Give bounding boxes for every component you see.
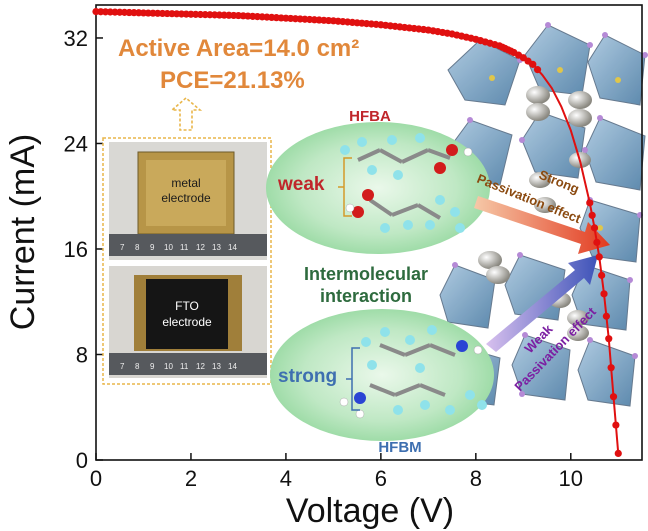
- jv-data-point: [588, 211, 596, 219]
- jv-data-point: [609, 393, 618, 401]
- y-tick-label: 0: [76, 448, 88, 473]
- hfbm-label: HFBM: [378, 439, 421, 456]
- jv-data-point: [533, 66, 542, 74]
- weak-bracket: [338, 157, 352, 217]
- y-tick-label: 32: [64, 26, 88, 51]
- strong-label: strong: [278, 366, 337, 387]
- hfba-label: HFBA: [349, 108, 391, 125]
- svg-text:9: 9: [150, 362, 155, 371]
- svg-text:7: 7: [120, 362, 125, 371]
- svg-text:14: 14: [228, 243, 237, 252]
- svg-text:13: 13: [212, 362, 221, 371]
- hfba-molecule-icon: [340, 133, 473, 233]
- x-tick-label: 4: [280, 466, 292, 491]
- pce-annotation: PCE=21.13%: [160, 67, 305, 94]
- fto-label-line2: electrode: [162, 315, 212, 329]
- svg-text:7: 7: [120, 243, 125, 252]
- jv-data-point: [605, 335, 613, 343]
- jv-data-point: [586, 199, 594, 207]
- strong-bracket: [346, 347, 360, 411]
- svg-text:13: 13: [212, 243, 221, 252]
- y-tick-label: 24: [64, 131, 88, 156]
- svg-text:10: 10: [164, 243, 173, 252]
- jv-data-point: [602, 312, 610, 320]
- ruler-marks: 7 8 9 10 11 12 13 14 7 8 9 10 11 12 13 14: [120, 243, 237, 371]
- hfba-ellipse: [266, 122, 490, 254]
- y-tick-label: 8: [76, 342, 88, 367]
- fto-label-line1: FTO: [175, 299, 199, 313]
- svg-text:12: 12: [196, 243, 205, 252]
- svg-text:11: 11: [180, 243, 189, 252]
- jv-data-point: [614, 449, 622, 458]
- x-tick-label: 8: [470, 466, 482, 491]
- plot-axes: [95, 4, 643, 461]
- device-photo-inset: metal electrode FTO electrode 7 8 9 10 11 1…: [102, 137, 272, 385]
- jv-curve: [92, 7, 622, 458]
- jv-data-point: [529, 60, 537, 68]
- x-axis-label: Voltage (V): [286, 492, 454, 530]
- svg-text:11: 11: [180, 362, 189, 371]
- x-tick-label: 2: [185, 466, 197, 491]
- jv-data-point: [593, 238, 601, 246]
- jv-data-point: [595, 253, 603, 261]
- intermolecular-label-line1: Intermolecular: [304, 264, 428, 284]
- hfbm-molecule-icon: [339, 325, 487, 419]
- svg-text:14: 14: [228, 362, 237, 371]
- y-axis-label: Current (mA): [4, 134, 42, 330]
- hollow-up-arrow-icon: [169, 96, 203, 131]
- hfbm-ellipse: [270, 309, 494, 441]
- weak-label: weak: [277, 174, 325, 195]
- x-tick-label: 0: [90, 466, 102, 491]
- jv-data-point: [600, 290, 608, 298]
- svg-text:9: 9: [150, 243, 155, 252]
- metal-label-line2: electrode: [161, 191, 211, 205]
- intermolecular-label-line2: interaction: [320, 286, 412, 306]
- strong-passivation-arrow: [474, 196, 610, 254]
- jv-data-point: [598, 271, 606, 279]
- weak-passivation-arrow: [486, 255, 598, 352]
- metal-label-line1: metal: [171, 176, 200, 190]
- jv-data-point: [590, 224, 599, 232]
- y-tick-label: 16: [64, 237, 88, 262]
- active-area-annotation: Active Area=14.0 cm²: [118, 35, 359, 62]
- svg-text:8: 8: [135, 362, 140, 371]
- jv-data-point: [612, 421, 620, 429]
- jv-data-point: [607, 364, 615, 372]
- svg-text:10: 10: [164, 362, 173, 371]
- x-tick-label: 10: [559, 466, 583, 491]
- svg-text:8: 8: [135, 243, 140, 252]
- svg-text:12: 12: [196, 362, 205, 371]
- x-tick-label: 6: [375, 466, 387, 491]
